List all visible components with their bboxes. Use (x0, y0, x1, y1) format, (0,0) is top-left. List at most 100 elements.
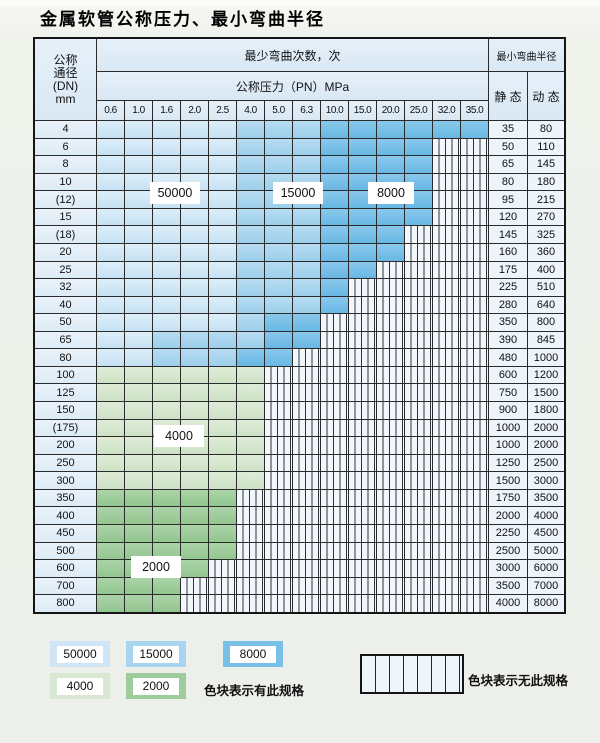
spec-cell (321, 261, 348, 279)
spec-cell (321, 296, 348, 314)
pressure-header: 公称压力（PN）MPa (97, 72, 488, 100)
no-spec-cell (405, 296, 432, 314)
static-value: 1500 (489, 472, 527, 489)
spec-cell (237, 121, 264, 138)
no-spec-cell (237, 577, 264, 595)
no-spec-cell (293, 577, 320, 595)
no-spec-cell (461, 366, 488, 384)
spec-cell (125, 279, 152, 296)
spec-cell (237, 366, 264, 384)
spec-table: 公称 通径 (DN) mm 最少弯曲次数，次 最小弯曲半径 公称压力（PN）MPa 静 … (33, 37, 566, 614)
dn-cell: 8 (35, 156, 96, 173)
spec-cell (97, 507, 124, 524)
no-spec-cell (209, 577, 236, 595)
dn-cell: 4 (35, 121, 96, 138)
spec-cell (153, 366, 180, 384)
spec-cell (153, 384, 180, 401)
spec-cell (181, 472, 208, 489)
spec-cell (181, 121, 208, 138)
spec-cell (97, 296, 124, 314)
dn-cell: 125 (35, 384, 96, 401)
spec-cell (293, 296, 320, 314)
static-value: 1000 (489, 437, 527, 454)
static-value: 1000 (489, 419, 527, 437)
legend-chip-label: 8000 (230, 645, 276, 663)
no-spec-cell (433, 542, 460, 560)
no-spec-cell (377, 296, 404, 314)
static-value: 900 (489, 402, 527, 419)
dn-cell: 800 (35, 595, 96, 612)
spec-cell (181, 349, 208, 366)
spec-cell (209, 437, 236, 454)
spec-cell (237, 226, 264, 243)
spec-cell (377, 156, 404, 173)
dn-cell: 20 (35, 243, 96, 261)
spec-cell (265, 156, 292, 173)
spec-cell (125, 349, 152, 366)
no-spec-cell (265, 419, 292, 437)
no-spec-cell (293, 542, 320, 560)
spec-cell (377, 243, 404, 261)
static-value: 4000 (489, 595, 527, 612)
no-spec-cell (349, 419, 376, 437)
spec-cell (181, 331, 208, 349)
spec-cell (181, 402, 208, 419)
spec-cell (97, 524, 124, 542)
spec-cell (293, 226, 320, 243)
no-spec-cell (377, 402, 404, 419)
dn-cell: 350 (35, 489, 96, 507)
spec-cell (209, 296, 236, 314)
spec-cell (265, 208, 292, 226)
no-spec-cell (461, 296, 488, 314)
no-spec-cell (461, 314, 488, 331)
static-value: 175 (489, 261, 527, 279)
no-spec-cell (405, 595, 432, 612)
spec-cell (97, 279, 124, 296)
spec-cell (97, 366, 124, 384)
spec-cell (237, 156, 264, 173)
spec-cell (153, 577, 180, 595)
spec-cell (349, 156, 376, 173)
no-spec-cell (265, 437, 292, 454)
top-strip (0, 0, 600, 7)
spec-cell (209, 208, 236, 226)
spec-cell (237, 384, 264, 401)
dynamic-value: 3500 (528, 489, 564, 507)
spec-cell (153, 208, 180, 226)
no-spec-cell (377, 560, 404, 577)
no-spec-cell (433, 138, 460, 156)
no-spec-cell (377, 261, 404, 279)
no-spec-cell (265, 489, 292, 507)
spec-cell (181, 156, 208, 173)
dynamic-value: 510 (528, 279, 564, 296)
static-value: 145 (489, 226, 527, 243)
legend-chip-8000: 8000 (223, 641, 283, 667)
no-spec-cell (377, 524, 404, 542)
dn-cell: 6 (35, 138, 96, 156)
dn-cell: 150 (35, 402, 96, 419)
no-spec-cell (433, 173, 460, 191)
spec-cell (237, 402, 264, 419)
dynamic-value: 2500 (528, 454, 564, 472)
no-spec-cell (433, 595, 460, 612)
no-spec-cell (265, 595, 292, 612)
spec-cell (265, 261, 292, 279)
no-spec-cell (377, 314, 404, 331)
no-spec-cell (265, 472, 292, 489)
spec-cell (209, 331, 236, 349)
spec-cell (97, 595, 124, 612)
spec-cell (181, 314, 208, 331)
no-spec-cell (405, 366, 432, 384)
dn-cell: 450 (35, 524, 96, 542)
no-spec-cell (321, 524, 348, 542)
static-value: 350 (489, 314, 527, 331)
dynamic-value: 2000 (528, 437, 564, 454)
pressure-col-header: 20.0 (377, 101, 404, 120)
spec-cell (125, 173, 152, 191)
spec-cell (237, 296, 264, 314)
dn-cell: 40 (35, 296, 96, 314)
spec-cell (153, 121, 180, 138)
spec-cell (377, 121, 404, 138)
spec-cell (237, 173, 264, 191)
legend-has-spec-text: 色块表示有此规格 (204, 684, 305, 698)
